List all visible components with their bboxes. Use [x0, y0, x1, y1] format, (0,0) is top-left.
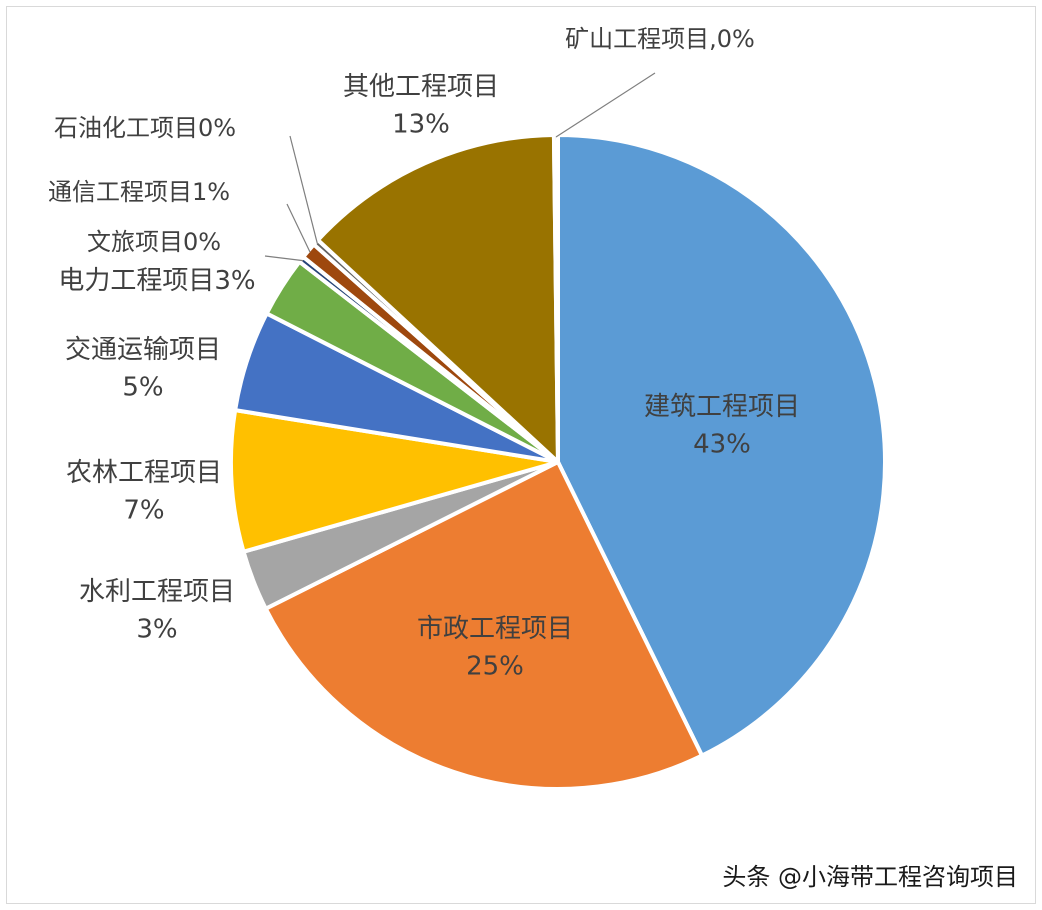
slice-labels: 建筑工程项目 43% 市政工程项目 25% 水利工程项目 3% 农林工程项目 7% 交通运输项目… [48, 25, 800, 682]
slice-label-10: 矿山工程项目,0% [565, 25, 755, 53]
pie-chart: 建筑工程项目 43% 市政工程项目 25% 水利工程项目 3% 农林工程项目 7% 交通运输项目… [48, 25, 887, 791]
slice-label-1: 市政工程项目 25% [417, 614, 573, 682]
leader-line-8 [289, 135, 318, 244]
slice-label-0: 建筑工程项目 43% [644, 392, 800, 460]
slice-label-3: 农林工程项目 7% [66, 458, 222, 526]
pie-slice-9 [315, 133, 561, 467]
slice-label-6: 文旅项目0% [87, 228, 221, 256]
slice-label-9: 其他工程项目 13% [343, 72, 499, 140]
slice-label-5: 电力工程项目3% [58, 266, 255, 296]
leader-line-6 [264, 255, 303, 262]
watermark-text: 头条 @小海带工程咨询项目 [722, 863, 1018, 891]
leader-lines [264, 72, 656, 262]
pie-slice-1 [263, 459, 705, 791]
chart-frame: 建筑工程项目 43% 市政工程项目 25% 水利工程项目 3% 农林工程项目 7% 交通运输项目… [6, 6, 1036, 904]
slice-label-8: 石油化工项目0% [54, 114, 236, 142]
slice-label-7: 通信工程项目1% [48, 178, 230, 206]
leader-line-10 [555, 72, 656, 138]
pie-slices [229, 132, 887, 791]
slice-label-2: 水利工程项目 3% [79, 577, 235, 645]
pie-slice-3 [229, 407, 559, 555]
slice-label-4: 交通运输项目 5% [65, 335, 221, 403]
leader-line-7 [286, 203, 311, 253]
pie-slice-0 [556, 132, 887, 759]
